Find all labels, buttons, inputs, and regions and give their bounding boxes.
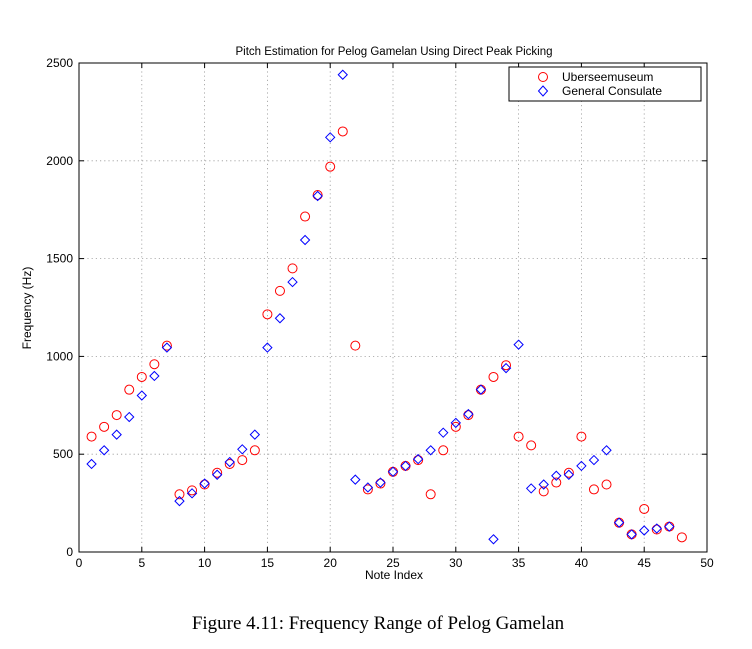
legend-label-uberseemuseum: Uberseemuseum (562, 70, 653, 84)
y-tick-label: 500 (53, 447, 73, 461)
y-tick-label: 2000 (46, 154, 73, 168)
y-tick-label: 1500 (46, 252, 73, 266)
x-tick-label: 45 (638, 556, 652, 570)
y-axis-label: Frequency (Hz) (20, 267, 34, 350)
x-tick-label: 15 (261, 556, 275, 570)
y-tick-label: 2500 (46, 56, 73, 70)
figure-caption: Figure 4.11: Frequency Range of Pelog Ga… (192, 613, 565, 634)
x-tick-label: 20 (324, 556, 338, 570)
x-tick-label: 40 (575, 556, 589, 570)
y-tick-label: 1000 (46, 349, 73, 363)
legend-label-general-consulate: General Consulate (562, 84, 662, 98)
x-axis-label: Note Index (365, 568, 423, 582)
figure: Pitch Estimation for Pelog Gamelan Using… (0, 0, 752, 649)
x-tick-label: 10 (198, 556, 212, 570)
x-tick-label: 35 (512, 556, 526, 570)
y-tick-label: 0 (66, 545, 73, 559)
chart-title: Pitch Estimation for Pelog Gamelan Using… (235, 46, 552, 58)
x-tick-label: 5 (138, 556, 145, 570)
x-tick-label: 0 (76, 556, 83, 570)
legend: Uberseemuseum General Consulate (509, 67, 701, 101)
x-tick-label: 30 (449, 556, 463, 570)
x-tick-label: 50 (700, 556, 714, 570)
